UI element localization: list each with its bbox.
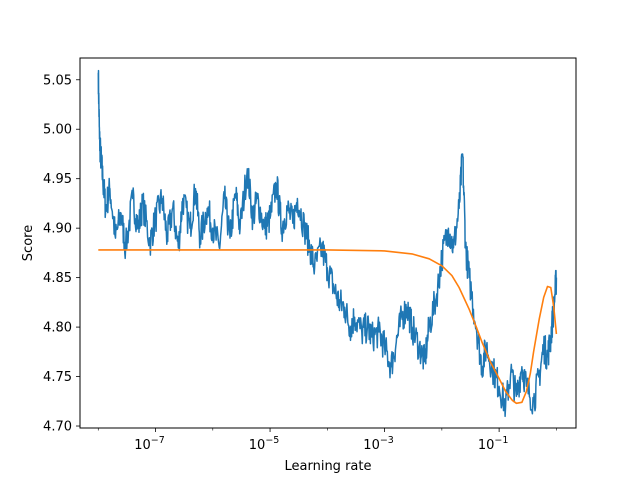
x-tick-exponent: −5 [265, 435, 279, 446]
y-tick-label: 5.05 [43, 73, 72, 88]
y-tick-label: 4.70 [43, 420, 72, 435]
y-tick-label: 4.95 [43, 172, 72, 187]
series-line-1 [98, 249, 558, 405]
y-tick-label: 4.85 [43, 271, 72, 286]
x-tick-label: 10−7 [134, 435, 165, 453]
x-axis-label: Learning rate [285, 459, 372, 474]
y-tick-label: 4.80 [43, 321, 72, 336]
axes-frame [79, 57, 577, 429]
x-tick-label: 10−5 [249, 435, 280, 453]
series-line-0 [97, 69, 558, 418]
x-tick-exponent: −7 [151, 435, 165, 446]
x-tick-base: 10 [249, 438, 266, 453]
x-tick-exponent: −1 [494, 435, 508, 446]
y-tick-label: 5.00 [43, 123, 72, 138]
y-tick-label: 4.75 [43, 370, 72, 385]
x-tick-exponent: −3 [380, 435, 394, 446]
plot-lines [97, 69, 558, 418]
y-tick-label: 4.90 [43, 222, 72, 237]
y-axis-label: Score [21, 225, 36, 261]
x-tick-base: 10 [478, 438, 495, 453]
x-tick-label: 10−1 [478, 435, 509, 453]
x-tick-base: 10 [134, 438, 151, 453]
x-tick-label: 10−3 [363, 435, 394, 453]
x-tick-base: 10 [363, 438, 380, 453]
